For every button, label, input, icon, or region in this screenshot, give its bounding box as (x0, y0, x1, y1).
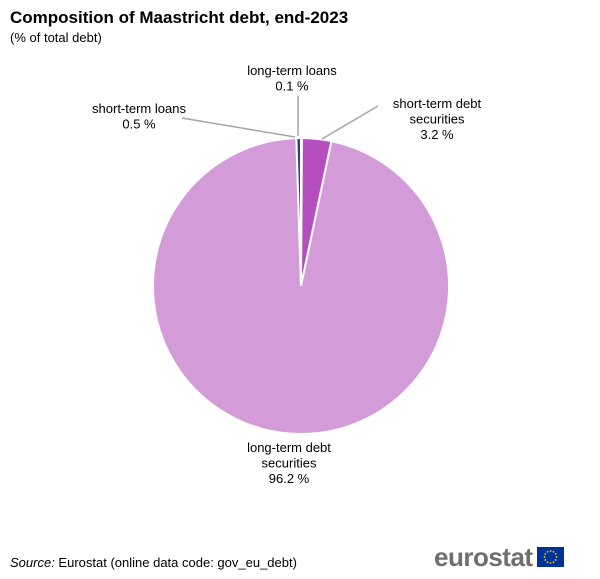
source-key: Source: (10, 555, 55, 570)
pie-label-short-term-debt-securities: short-term debt securities 3.2 % (393, 96, 482, 142)
pie-slices (152, 136, 450, 435)
chart-subtitle: (% of total debt) (10, 30, 102, 45)
pie-leader-lines (181, 96, 379, 140)
pie-label-short-term-loans: short-term loans 0.5 % (92, 101, 186, 132)
chart-title: Composition of Maastricht debt, end-2023 (10, 8, 349, 27)
pie-labels: long-term loans 0.1 % short-term debt secur… (92, 63, 481, 486)
logo-text: eurostat (434, 542, 533, 572)
leader-line-short-term-debt-securities (321, 105, 379, 140)
source-note: Source: Eurostat (online data code: gov_… (10, 555, 297, 570)
source-value: Eurostat (online data code: gov_eu_debt) (54, 555, 297, 570)
pie-chart: long-term loans 0.1 % short-term debt secur… (92, 63, 481, 486)
eurostat-logo: eurostat (434, 544, 564, 570)
pie-slice-short-term-loans (295, 136, 302, 287)
eu-flag-icon (536, 547, 564, 567)
leader-line-short-term-loans (181, 117, 296, 138)
pie-slice-long-term-debt-securities (152, 137, 450, 435)
pie-label-long-term-debt-securities: long-term debt securities 96.2 % (247, 440, 331, 486)
pie-label-long-term-loans: long-term loans 0.1 % (247, 63, 337, 94)
